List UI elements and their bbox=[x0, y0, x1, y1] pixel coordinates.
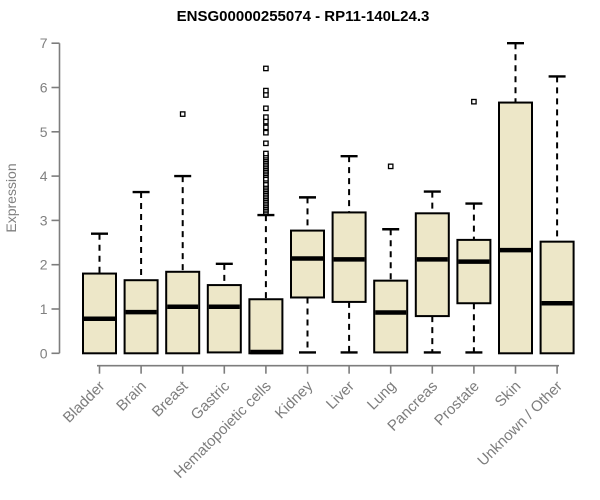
box-group-hematopoietic-cells bbox=[248, 65, 284, 355]
y-tick-label: 3 bbox=[40, 212, 48, 228]
box-rect bbox=[123, 279, 159, 355]
y-tick-label: 6 bbox=[40, 80, 48, 96]
box-rect bbox=[290, 229, 325, 299]
box-rect bbox=[539, 240, 575, 355]
box-group-unknown-other bbox=[539, 75, 575, 355]
outlier-point bbox=[263, 92, 269, 98]
outlier-point bbox=[471, 98, 477, 105]
box-series bbox=[82, 42, 575, 355]
x-tick-label-lung: Lung bbox=[364, 378, 400, 414]
box-rect bbox=[82, 272, 117, 355]
outlier-point bbox=[179, 111, 186, 117]
x-tick-label-liver: Liver bbox=[323, 378, 358, 413]
y-tick-label: 0 bbox=[40, 345, 48, 361]
y-tick-label: 7 bbox=[40, 35, 48, 51]
x-tick-label-kidney: Kidney bbox=[272, 377, 317, 422]
box-group-liver bbox=[331, 154, 367, 354]
box-group-breast bbox=[165, 111, 201, 355]
outlier-point bbox=[263, 140, 269, 147]
outlier-point bbox=[387, 163, 394, 170]
outlier-point bbox=[263, 105, 269, 112]
outlier-point bbox=[263, 129, 269, 136]
x-tick-label-bladder: Bladder bbox=[60, 378, 109, 427]
y-tick-label: 2 bbox=[40, 257, 48, 273]
outlier-point bbox=[263, 87, 269, 94]
x-tick-label-breast: Breast bbox=[149, 377, 192, 420]
x-tick-label-brain: Brain bbox=[113, 378, 150, 415]
y-axis-title: Expression bbox=[3, 163, 19, 232]
box-rect bbox=[414, 212, 450, 318]
outlier-point bbox=[263, 114, 269, 121]
box-rect bbox=[206, 284, 242, 354]
box-rect bbox=[498, 101, 533, 355]
y-tick-label: 5 bbox=[40, 124, 48, 140]
box-group-kidney bbox=[290, 196, 325, 354]
box-group-lung bbox=[373, 163, 409, 354]
y-tick-label: 1 bbox=[40, 301, 48, 317]
chart-title: ENSG00000255074 - RP11-140L24.3 bbox=[177, 8, 430, 25]
x-tick-label-skin: Skin bbox=[492, 378, 525, 411]
box-rect bbox=[248, 298, 284, 355]
outlier-point bbox=[263, 65, 269, 72]
box-group-gastric bbox=[206, 262, 242, 354]
outlier-point bbox=[263, 124, 269, 131]
x-tick-label-prostate: Prostate bbox=[431, 378, 483, 430]
box-rect bbox=[165, 270, 201, 355]
outlier-point bbox=[263, 118, 269, 125]
outlier-point bbox=[263, 150, 269, 157]
box-group-pancreas bbox=[414, 190, 450, 354]
box-group-brain bbox=[123, 190, 159, 355]
box-group-skin bbox=[498, 42, 533, 355]
box-rect bbox=[456, 238, 492, 305]
box-rect bbox=[373, 279, 409, 354]
box-group-bladder bbox=[82, 232, 117, 355]
box-group-prostate bbox=[456, 98, 492, 354]
y-tick-label: 4 bbox=[40, 168, 48, 184]
